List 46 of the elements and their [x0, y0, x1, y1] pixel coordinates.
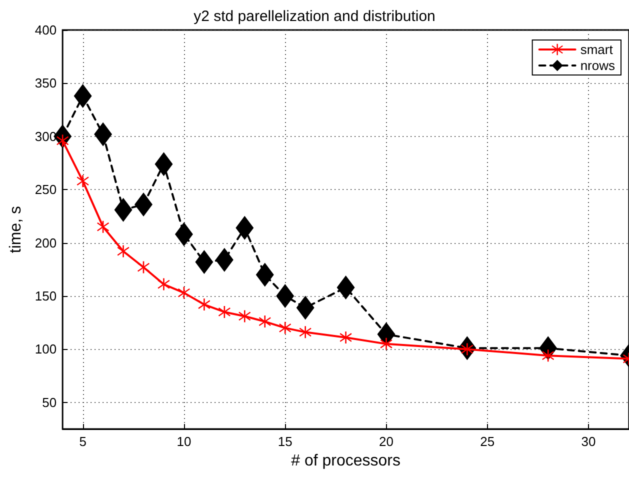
y-tick-label: 400 [34, 22, 57, 38]
point [97, 220, 110, 233]
point [195, 250, 214, 274]
point [198, 298, 210, 311]
point [158, 278, 170, 290]
y-tick-label: 200 [34, 235, 57, 250]
y-tick-label: 50 [42, 394, 57, 410]
point [178, 286, 190, 299]
point [218, 306, 230, 318]
x-axis-title: # of processors [291, 452, 400, 470]
y-axis-title: time, s [8, 206, 24, 254]
x-tick-label: 5 [79, 434, 86, 449]
legend-label: smart [580, 42, 614, 57]
y-tick-label: 150 [34, 288, 57, 304]
legend-label: nrows [580, 58, 616, 73]
point [340, 331, 352, 344]
x-tick-label: 10 [176, 434, 192, 449]
point [117, 245, 130, 258]
point [94, 122, 112, 146]
x-tick-label: 25 [480, 434, 495, 449]
chart-title: y2 std parellelization and distribution [194, 8, 436, 25]
point [380, 338, 392, 350]
point [256, 262, 274, 287]
x-tick-label: 15 [278, 434, 292, 449]
point [542, 350, 554, 362]
y-tick-label: 350 [34, 76, 57, 91]
point [296, 296, 314, 320]
y-tick-label: 100 [34, 342, 57, 357]
point [238, 310, 251, 322]
point [276, 284, 294, 308]
point [114, 198, 132, 222]
point [174, 222, 193, 246]
point [215, 248, 234, 272]
point [258, 316, 271, 328]
point [336, 275, 355, 300]
point [236, 216, 254, 240]
point [279, 322, 292, 334]
y-tick-label: 250 [34, 182, 57, 198]
x-tick-label: 20 [379, 434, 394, 449]
x-tick-label: 30 [581, 434, 596, 449]
point [76, 175, 89, 188]
point [138, 261, 150, 274]
point [154, 152, 173, 176]
point [74, 84, 92, 108]
point [299, 326, 312, 338]
point [134, 192, 153, 216]
